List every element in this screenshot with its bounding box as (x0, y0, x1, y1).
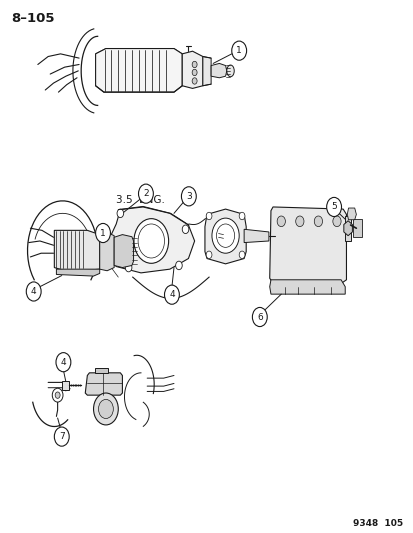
Circle shape (164, 285, 179, 304)
Polygon shape (269, 280, 344, 294)
Polygon shape (202, 56, 211, 86)
Text: 3: 3 (185, 192, 191, 201)
Circle shape (313, 216, 322, 227)
Polygon shape (95, 368, 108, 373)
Circle shape (134, 219, 168, 263)
Text: 8–105: 8–105 (11, 12, 55, 26)
Polygon shape (100, 232, 114, 271)
Circle shape (276, 216, 285, 227)
Circle shape (54, 427, 69, 446)
Circle shape (206, 251, 211, 259)
Text: 6: 6 (256, 312, 262, 321)
Text: 2: 2 (143, 189, 148, 198)
Text: 7: 7 (59, 432, 64, 441)
Ellipse shape (226, 65, 234, 77)
Circle shape (295, 216, 303, 227)
Polygon shape (95, 49, 182, 59)
Circle shape (93, 393, 118, 425)
Circle shape (175, 261, 182, 270)
Circle shape (192, 78, 197, 84)
Polygon shape (244, 229, 268, 243)
Text: 1: 1 (236, 46, 242, 55)
Circle shape (239, 251, 244, 259)
Circle shape (138, 184, 153, 203)
Polygon shape (347, 208, 356, 220)
Circle shape (231, 41, 246, 60)
Circle shape (56, 353, 71, 372)
Circle shape (326, 197, 341, 216)
Polygon shape (56, 269, 100, 276)
Circle shape (55, 392, 60, 398)
Polygon shape (211, 63, 226, 78)
Circle shape (192, 69, 197, 76)
Circle shape (26, 282, 41, 301)
Polygon shape (343, 221, 351, 236)
Circle shape (206, 212, 211, 220)
Polygon shape (182, 51, 202, 88)
Text: 1: 1 (100, 229, 106, 238)
Circle shape (332, 216, 340, 227)
Text: 5: 5 (330, 203, 336, 212)
Polygon shape (62, 381, 69, 390)
Circle shape (52, 388, 63, 402)
Polygon shape (114, 235, 133, 268)
Text: 4: 4 (31, 287, 36, 296)
Text: 4: 4 (60, 358, 66, 367)
Circle shape (211, 218, 239, 253)
Polygon shape (344, 216, 351, 241)
Polygon shape (269, 207, 346, 284)
Circle shape (192, 61, 197, 68)
Text: 9348  105: 9348 105 (352, 519, 402, 528)
Text: 4: 4 (169, 290, 174, 299)
Circle shape (125, 263, 132, 272)
Circle shape (95, 223, 110, 243)
Polygon shape (353, 219, 361, 237)
Polygon shape (110, 207, 194, 273)
Circle shape (182, 225, 188, 233)
Polygon shape (95, 49, 182, 92)
Circle shape (98, 399, 113, 418)
Polygon shape (204, 209, 246, 264)
Text: 3.5  ENG.: 3.5 ENG. (116, 195, 165, 205)
Polygon shape (54, 230, 100, 272)
Circle shape (181, 187, 196, 206)
Circle shape (239, 212, 244, 220)
Circle shape (252, 308, 267, 327)
Polygon shape (85, 373, 122, 395)
Circle shape (117, 209, 123, 217)
